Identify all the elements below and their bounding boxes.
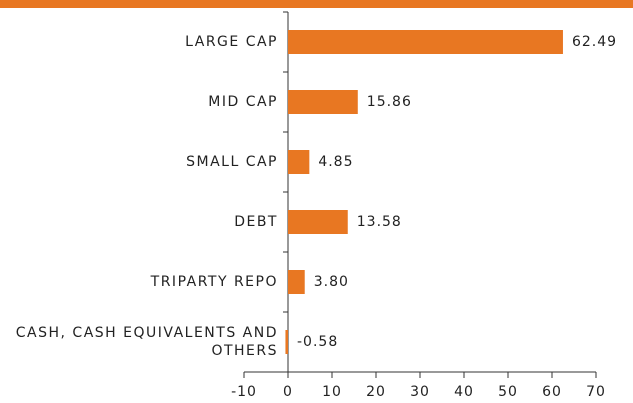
value-label: 13.58: [357, 214, 402, 230]
x-tick-label: 40: [454, 384, 474, 400]
value-label: -0.58: [297, 334, 338, 350]
y-tick-label: CASH, CASH EQUIVALENTS AND OTHERS: [15, 325, 278, 359]
x-tick-label: 20: [366, 384, 386, 400]
bar: [285, 330, 288, 354]
x-tick-label: 30: [410, 384, 430, 400]
bar: [288, 90, 358, 114]
x-tick-label: 70: [586, 384, 606, 400]
x-tick-label: 10: [322, 384, 342, 400]
y-tick-label: TRIPARTY REPO: [150, 274, 278, 290]
bar: [288, 30, 563, 54]
bar: [288, 210, 348, 234]
y-tick-label: DEBT: [234, 214, 278, 230]
value-label: 3.80: [314, 274, 349, 290]
value-label: 62.49: [572, 34, 617, 50]
y-tick-label: MID CAP: [208, 94, 278, 110]
x-tick-label: -10: [231, 384, 257, 400]
x-tick-label: 0: [283, 384, 293, 400]
value-label: 4.85: [318, 154, 353, 170]
value-label: 15.86: [367, 94, 412, 110]
y-tick-label: SMALL CAP: [186, 154, 278, 170]
x-tick-label: 60: [542, 384, 562, 400]
top-band: [0, 0, 633, 8]
y-tick-label: LARGE CAP: [185, 34, 278, 50]
x-tick-label: 50: [498, 384, 518, 400]
bar: [288, 150, 310, 174]
bar: [288, 270, 305, 294]
